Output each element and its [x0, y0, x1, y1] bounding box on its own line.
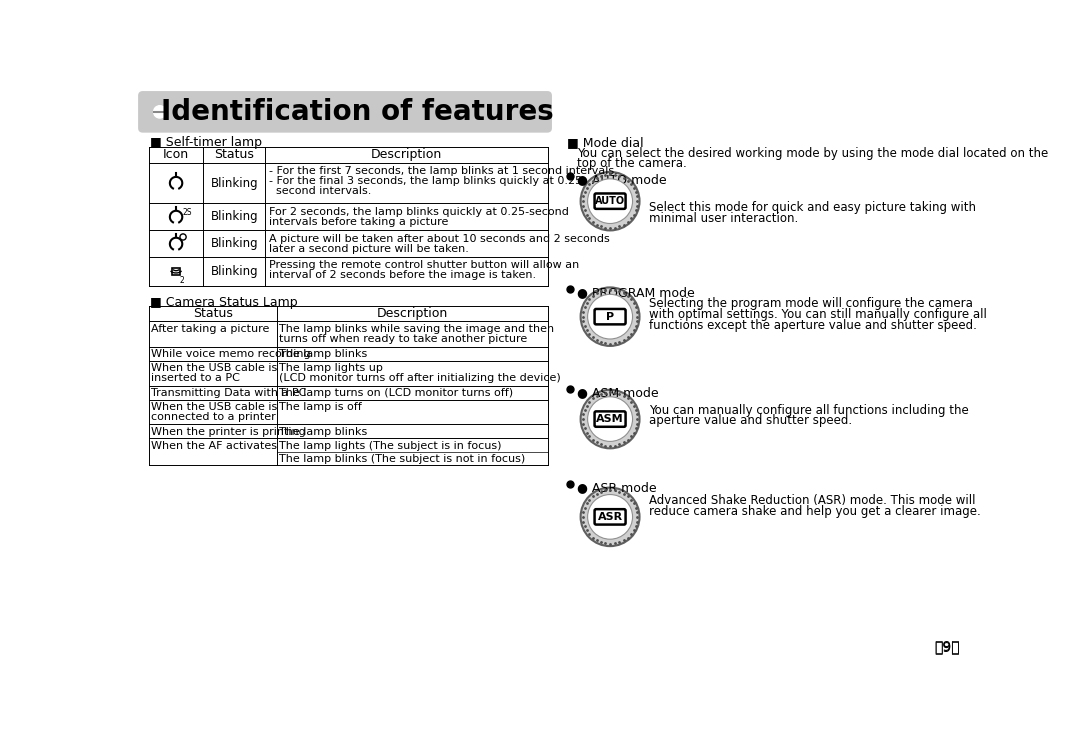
Text: You can manually configure all functions including the: You can manually configure all functions… [649, 404, 969, 417]
Text: When the USB cable is: When the USB cable is [151, 363, 278, 373]
Text: The lamp blinks: The lamp blinks [279, 427, 367, 436]
Text: While voice memo recording: While voice memo recording [151, 349, 311, 359]
Circle shape [581, 488, 639, 546]
Text: ■ Self-timer lamp: ■ Self-timer lamp [150, 136, 262, 148]
Text: reduce camera shake and help you get a clearer image.: reduce camera shake and help you get a c… [649, 504, 981, 518]
Text: The lamp blinks: The lamp blinks [279, 349, 367, 359]
Text: When the printer is printing: When the printer is printing [151, 427, 306, 436]
Text: top of the camera.: top of the camera. [577, 157, 687, 169]
Text: Advanced Shake Reduction (ASR) mode. This mode will: Advanced Shake Reduction (ASR) mode. Thi… [649, 494, 975, 507]
Text: Description: Description [377, 307, 448, 320]
FancyBboxPatch shape [595, 309, 625, 325]
Text: aperture value and shutter speed.: aperture value and shutter speed. [649, 415, 852, 427]
FancyBboxPatch shape [595, 510, 625, 524]
Text: AUTO: AUTO [595, 196, 625, 206]
Text: When the AF activates: When the AF activates [151, 441, 278, 451]
Text: interval of 2 seconds before the image is taken.: interval of 2 seconds before the image i… [269, 271, 536, 280]
FancyBboxPatch shape [595, 411, 625, 427]
Text: A picture will be taken after about 10 seconds and 2 seconds: A picture will be taken after about 10 s… [269, 233, 610, 243]
Text: 2: 2 [179, 276, 184, 285]
Text: Pressing the remote control shutter button will allow an: Pressing the remote control shutter butt… [269, 260, 579, 271]
Text: Selecting the program mode will configure the camera: Selecting the program mode will configur… [649, 298, 973, 310]
Text: Blinking: Blinking [211, 177, 258, 189]
Text: The lamp turns on (LCD monitor turns off): The lamp turns on (LCD monitor turns off… [279, 388, 513, 398]
Text: ● ASM mode: ● ASM mode [577, 386, 659, 399]
Text: - For the final 3 seconds, the lamp blinks quickly at 0.25-: - For the final 3 seconds, the lamp blin… [269, 176, 586, 186]
Text: (LCD monitor turns off after initializing the device): (LCD monitor turns off after initializin… [279, 373, 561, 383]
Text: ASR: ASR [597, 512, 623, 522]
Text: intervals before taking a picture: intervals before taking a picture [269, 216, 448, 227]
Text: ● PROGRAM mode: ● PROGRAM mode [577, 286, 694, 299]
FancyBboxPatch shape [172, 268, 180, 275]
Text: connected to a printer: connected to a printer [151, 412, 276, 422]
Text: Icon: Icon [163, 148, 189, 161]
Circle shape [588, 295, 633, 339]
Text: Identification of features: Identification of features [161, 98, 554, 126]
Text: Transmitting Data with a PC: Transmitting Data with a PC [151, 388, 307, 398]
Text: functions except the aperture value and shutter speed.: functions except the aperture value and … [649, 319, 976, 332]
Text: - For the first 7 seconds, the lamp blinks at 1 second intervals.: - For the first 7 seconds, the lamp blin… [269, 166, 618, 176]
Text: Status: Status [193, 307, 233, 320]
Text: Blinking: Blinking [211, 210, 258, 224]
Text: For 2 seconds, the lamp blinks quickly at 0.25-second: For 2 seconds, the lamp blinks quickly a… [269, 207, 569, 216]
Circle shape [588, 397, 633, 442]
Text: After taking a picture: After taking a picture [151, 324, 270, 333]
Text: Blinking: Blinking [211, 237, 258, 251]
Text: turns off when ready to take another picture: turns off when ready to take another pic… [279, 333, 527, 344]
Text: minimal user interaction.: minimal user interaction. [649, 212, 798, 225]
Text: The lamp lights (The subject is in focus): The lamp lights (The subject is in focus… [279, 441, 501, 451]
Circle shape [153, 106, 166, 118]
FancyBboxPatch shape [138, 91, 552, 133]
Text: ■ Mode dial: ■ Mode dial [567, 136, 644, 148]
Text: The lamp is off: The lamp is off [279, 402, 362, 412]
Text: ASM: ASM [596, 414, 624, 424]
Text: Select this mode for quick and easy picture taking with: Select this mode for quick and easy pict… [649, 201, 976, 214]
Text: 〈9〉: 〈9〉 [934, 639, 960, 653]
Text: ■ Camera Status Lamp: ■ Camera Status Lamp [150, 296, 298, 309]
Text: inserted to a PC: inserted to a PC [151, 373, 240, 383]
Text: later a second picture will be taken.: later a second picture will be taken. [269, 243, 469, 254]
Text: 〈9〉: 〈9〉 [934, 641, 960, 655]
Circle shape [581, 172, 639, 231]
Text: ● ASR mode: ● ASR mode [577, 480, 657, 494]
Text: The lamp blinks (The subject is not in focus): The lamp blinks (The subject is not in f… [279, 454, 525, 464]
Circle shape [581, 390, 639, 448]
Text: Status: Status [214, 148, 254, 161]
Text: The lamp lights up: The lamp lights up [279, 363, 383, 373]
Text: Description: Description [372, 148, 443, 161]
Text: When the USB cable is: When the USB cable is [151, 402, 278, 412]
Text: second intervals.: second intervals. [269, 186, 372, 195]
Text: Blinking: Blinking [211, 265, 258, 278]
Circle shape [588, 495, 633, 539]
Text: The lamp blinks while saving the image and then: The lamp blinks while saving the image a… [279, 324, 554, 333]
Circle shape [581, 287, 639, 346]
FancyBboxPatch shape [595, 193, 625, 209]
Text: with optimal settings. You can still manually configure all: with optimal settings. You can still man… [649, 308, 987, 322]
Text: ● AUTO mode: ● AUTO mode [577, 172, 666, 186]
Text: 2S: 2S [183, 207, 192, 217]
Text: You can select the desired working mode by using the mode dial located on the: You can select the desired working mode … [577, 146, 1048, 160]
Text: P: P [606, 312, 615, 322]
Circle shape [588, 179, 633, 224]
